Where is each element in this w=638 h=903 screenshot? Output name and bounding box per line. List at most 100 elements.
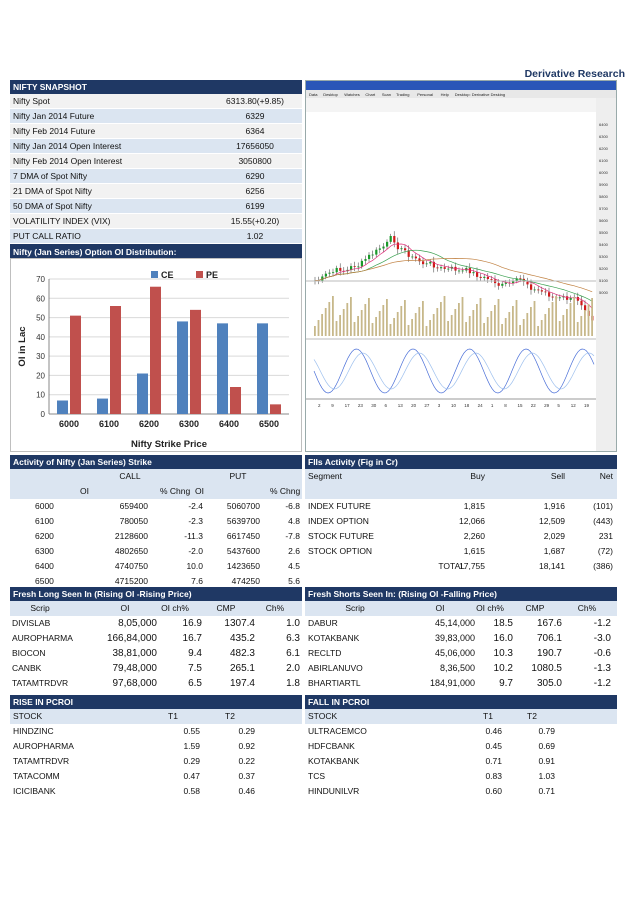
snapshot-value: 6290 [245, 171, 265, 181]
date-tick: 6 [385, 403, 388, 408]
volume-bar [411, 319, 413, 336]
fresh-long-row: DIVISLAB 8,05,000 16.9 1307.4 1.0 [10, 616, 302, 631]
date-tick: 3 [438, 403, 441, 408]
scrip: DIVISLAB [12, 618, 51, 628]
volume-bar [378, 311, 381, 336]
candle [566, 296, 569, 300]
col-cmp: CMP [525, 603, 545, 613]
scrip: BHARTIARTL [308, 678, 361, 688]
stock: TATACOMM [13, 771, 60, 781]
ch: 1.8 [286, 678, 300, 689]
scrip: KOTAKBANK [308, 633, 360, 643]
ch: -0.6 [593, 648, 611, 659]
volume-bar [540, 320, 543, 336]
menu-item[interactable]: Desktop [323, 92, 338, 97]
fii-sell: 1,687 [543, 546, 565, 556]
candle [339, 267, 342, 271]
fresh-long-col-header: Scrip OI OI ch% CMP Ch% [10, 601, 302, 616]
candle [407, 250, 410, 257]
volume-bar [332, 296, 334, 336]
menu-item[interactable]: Scan [382, 92, 391, 97]
call-chng: 10.0 [186, 561, 203, 571]
oi-ch: 7.5 [188, 663, 202, 674]
candle [364, 259, 367, 261]
fii-segment: STOCK OPTION [308, 546, 373, 556]
candle [378, 248, 381, 250]
menu-item[interactable]: Personal [417, 92, 433, 97]
candle [533, 289, 536, 291]
volume-bar [494, 305, 496, 336]
stock: HINDUNILVR [308, 786, 360, 796]
snapshot-row: VOLATILITY INDEX (VIX) 15.55(+0.20) [10, 214, 302, 229]
fii-net: (101) [593, 501, 613, 511]
price-tick: 6400 [599, 122, 609, 127]
cmp: 265.1 [229, 663, 255, 674]
col-scrip: Scrip [30, 603, 50, 613]
col-segment: Segment [308, 471, 343, 481]
stock: HDFCBANK [308, 741, 355, 751]
stock: HINDZINC [13, 726, 54, 736]
candle [562, 296, 565, 298]
y-tick-label: 40 [36, 333, 45, 342]
oi-ch: 9.7 [499, 678, 513, 689]
snapshot-table: NIFTY SNAPSHOT Nifty Spot 6313.80(+9.85) N… [10, 80, 302, 261]
col-ch: Ch% [577, 603, 597, 613]
volume-bar [490, 311, 493, 336]
volume-bar [519, 325, 521, 336]
fresh-long-row: AUROPHARMA 166,84,000 16.7 435.2 6.3 [10, 631, 302, 646]
t1: 0.29 [183, 756, 200, 766]
bar-ce-6000 [57, 400, 68, 414]
snapshot-row: 21 DMA of Spot Nifty 6256 [10, 184, 302, 199]
volume-bar [389, 324, 392, 336]
candle [497, 283, 500, 286]
pcroi-row: HINDUNILVR 0.60 0.71 [305, 784, 617, 799]
snapshot-header: NIFTY SNAPSHOT [10, 80, 302, 94]
scrip: BIOCON [12, 648, 46, 658]
candle [386, 241, 389, 247]
fii-row: STOCK OPTION 1,615 1,687 (72) [305, 544, 617, 559]
date-tick: 23 [358, 403, 364, 408]
oi-bar-chart: 0 10 20 30 40 50 60 70 6000 6100 6200 6300 6400 6500 C… [17, 270, 289, 450]
volume-bar [562, 315, 565, 336]
oscillator-line [313, 348, 595, 394]
menu-item[interactable]: Watches [344, 92, 359, 97]
candle [490, 279, 493, 280]
fii-sell: 2,029 [543, 531, 565, 541]
volume-bar [537, 326, 539, 336]
volume-bar [555, 296, 557, 336]
volume-bar [357, 316, 359, 336]
oi-distribution-header: Nifty (Jan Series) Option OI Distributio… [10, 244, 302, 261]
strike-activity-table: Activity of Nifty (Jan Series) Strike CA… [10, 455, 302, 589]
moving-average-line [315, 249, 593, 302]
call-oi: 4740750 [114, 561, 148, 571]
put-chng: -7.8 [285, 531, 300, 541]
t2: 0.29 [238, 726, 255, 736]
ch: -1.3 [593, 663, 611, 674]
trading-chart-window: Data Desktop Watches Chart Scan Trading Person… [305, 80, 617, 452]
menu-item[interactable]: Chart [365, 92, 376, 97]
col-t1: T1 [168, 711, 178, 721]
menu-item[interactable]: Help [441, 92, 450, 97]
snapshot-label: Nifty Spot [13, 96, 50, 106]
oi-ch: 16.7 [182, 633, 202, 644]
menu-item[interactable]: Trading [396, 92, 409, 97]
candle [404, 248, 407, 251]
y-tick-label: 50 [36, 314, 45, 323]
fall-pcroi-rows: ULTRACEMCO 0.46 0.79 HDFCBANK 0.45 0.69 KOTAKB… [305, 724, 617, 799]
fii-buy: 17,755 [459, 561, 485, 571]
snapshot-row: 7 DMA of Spot Nifty 6290 [10, 169, 302, 184]
snapshot-rows: Nifty Spot 6313.80(+9.85) Nifty Jan 2014 F… [10, 94, 302, 244]
oi: 79,48,000 [112, 663, 158, 674]
put-chng: 4.8 [288, 516, 300, 526]
pcroi-row: ICICIBANK 0.58 0.46 [10, 784, 302, 799]
pcroi-row: HINDZINC 0.55 0.29 [10, 724, 302, 739]
oi-ch: 18.5 [493, 618, 513, 629]
fii-header: FIIs Activity (Fig in Cr) [305, 455, 617, 469]
menu-item[interactable]: Data [309, 92, 318, 97]
candle [558, 297, 561, 299]
volume-bar [440, 302, 442, 336]
oi: 184,91,000 [429, 678, 475, 688]
put-chng: 4.5 [288, 561, 300, 571]
menu-item[interactable]: Desktop: Derivative Desking [455, 92, 505, 97]
y-tick-label: 30 [36, 352, 45, 361]
